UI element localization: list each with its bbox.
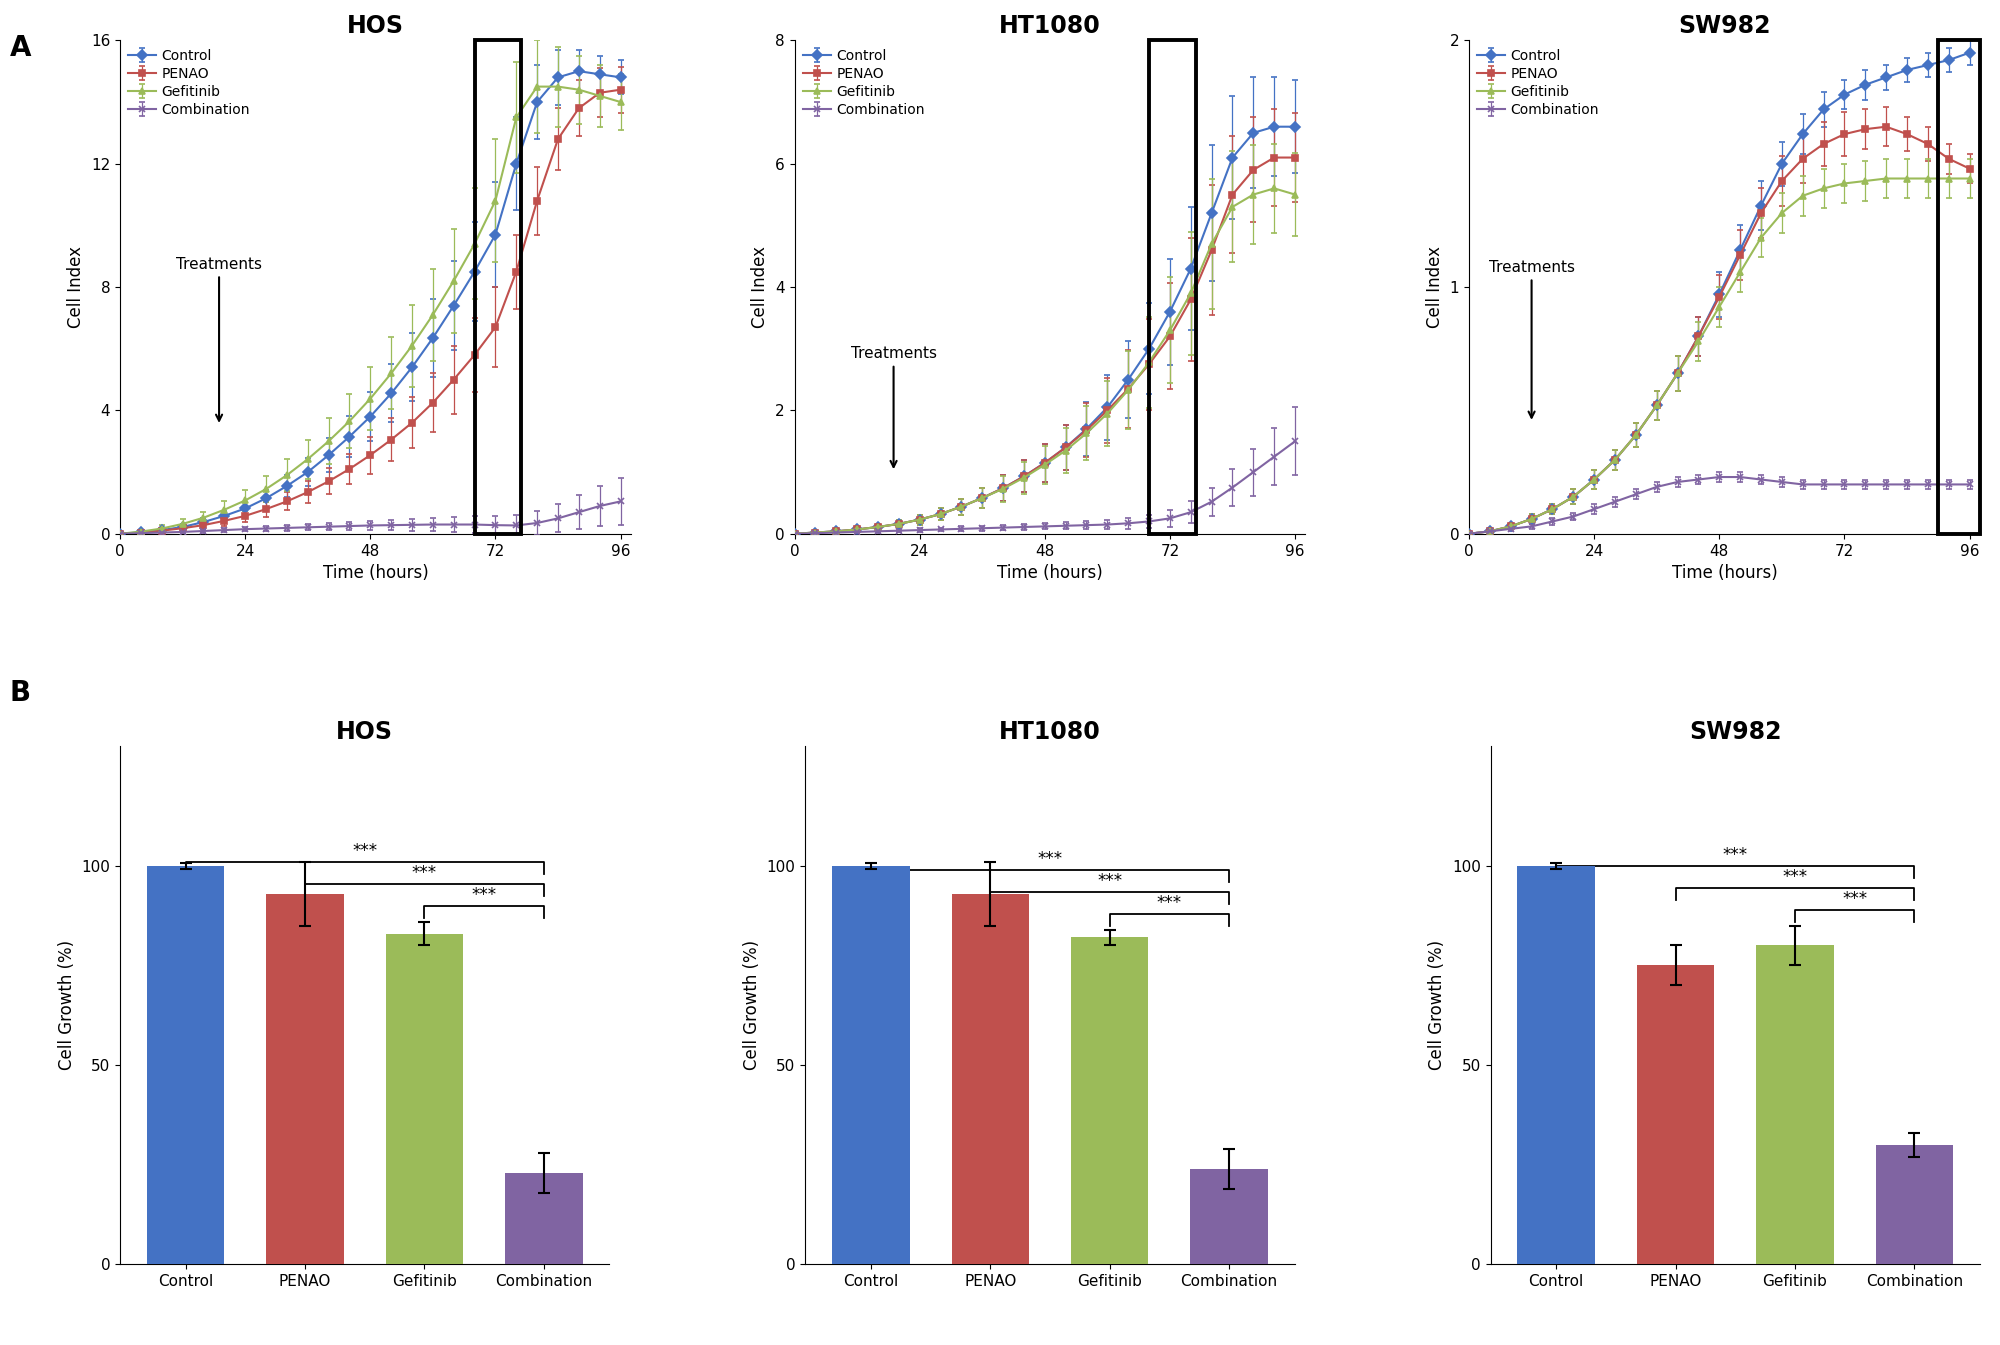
X-axis label: Time (hours): Time (hours) bbox=[1672, 564, 1778, 582]
Text: Treatments: Treatments bbox=[1488, 260, 1574, 418]
Text: ***: *** bbox=[1782, 868, 1808, 886]
Text: ***: *** bbox=[1722, 846, 1748, 863]
Bar bbox=[146, 866, 224, 1264]
Legend: Control, PENAO, Gefitinib, Combination: Control, PENAO, Gefitinib, Combination bbox=[1476, 47, 1600, 118]
Y-axis label: Cell Index: Cell Index bbox=[68, 246, 86, 328]
Text: ***: *** bbox=[1098, 872, 1122, 889]
X-axis label: Time (hours): Time (hours) bbox=[998, 564, 1102, 582]
Y-axis label: Cell Growth (%): Cell Growth (%) bbox=[58, 940, 76, 1071]
Bar bbox=[1938, 40, 1980, 534]
Bar bbox=[832, 866, 910, 1264]
Bar bbox=[1150, 40, 1196, 534]
Text: Treatments: Treatments bbox=[850, 346, 936, 467]
Bar bbox=[1518, 866, 1594, 1264]
Text: ***: *** bbox=[352, 842, 378, 859]
Title: SW982: SW982 bbox=[1678, 15, 1770, 39]
Y-axis label: Cell Growth (%): Cell Growth (%) bbox=[744, 940, 762, 1071]
Text: ***: *** bbox=[1156, 893, 1182, 912]
Bar bbox=[1756, 946, 1834, 1264]
Bar bbox=[952, 893, 1030, 1264]
Y-axis label: Cell Growth (%): Cell Growth (%) bbox=[1428, 940, 1446, 1071]
Text: ***: *** bbox=[412, 863, 436, 882]
Text: ***: *** bbox=[1038, 850, 1062, 868]
Text: Treatments: Treatments bbox=[176, 257, 262, 421]
X-axis label: Time (hours): Time (hours) bbox=[322, 564, 428, 582]
Text: B: B bbox=[10, 679, 32, 707]
Bar bbox=[506, 1173, 582, 1264]
Bar bbox=[1070, 937, 1148, 1264]
Y-axis label: Cell Index: Cell Index bbox=[1426, 246, 1444, 328]
Title: SW982: SW982 bbox=[1690, 721, 1782, 744]
Bar bbox=[1190, 1169, 1268, 1264]
Bar bbox=[474, 40, 522, 534]
Bar bbox=[1876, 1145, 1954, 1264]
Title: HOS: HOS bbox=[346, 15, 404, 39]
Text: ***: *** bbox=[1842, 889, 1868, 908]
Bar bbox=[266, 893, 344, 1264]
Title: HT1080: HT1080 bbox=[1000, 721, 1100, 744]
Title: HOS: HOS bbox=[336, 721, 394, 744]
Bar bbox=[386, 933, 464, 1264]
Legend: Control, PENAO, Gefitinib, Combination: Control, PENAO, Gefitinib, Combination bbox=[126, 47, 252, 118]
Bar bbox=[1636, 966, 1714, 1264]
Legend: Control, PENAO, Gefitinib, Combination: Control, PENAO, Gefitinib, Combination bbox=[802, 47, 926, 118]
Text: A: A bbox=[10, 34, 32, 62]
Y-axis label: Cell Index: Cell Index bbox=[752, 246, 770, 328]
Text: ***: *** bbox=[472, 885, 496, 904]
Title: HT1080: HT1080 bbox=[1000, 15, 1100, 39]
